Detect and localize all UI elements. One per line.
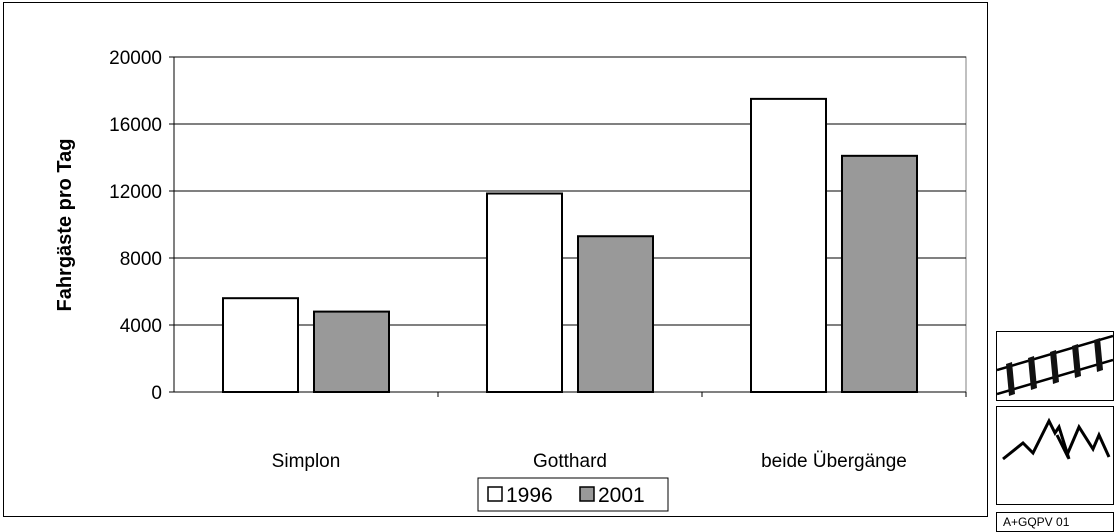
y-axis-label: Fahrgäste pro Tag: [54, 139, 76, 312]
y-tick-label: 20000: [109, 48, 162, 69]
bar-2001-0: [313, 310, 390, 394]
y-tick-label: 12000: [109, 182, 162, 203]
y-tick-label: 8000: [120, 249, 162, 270]
legend-label-2001: 2001: [598, 484, 645, 507]
legend: 1996 2001: [477, 477, 669, 512]
code-label: A+GQPV 01: [1003, 515, 1070, 529]
bar-1996-1: [486, 192, 563, 393]
rail-track-icon: [996, 334, 1114, 396]
legend-swatch-2001: [579, 486, 595, 502]
bar-2001-1: [577, 235, 654, 393]
bar-1996-0: [222, 297, 299, 394]
mountain-panel: [996, 406, 1114, 505]
y-tick-label: 16000: [109, 115, 162, 136]
mountains-icon: [1002, 417, 1111, 461]
y-tick-label: 4000: [120, 316, 162, 337]
code-label-box: A+GQPV 01: [996, 512, 1114, 532]
legend-swatch-1996: [487, 486, 503, 502]
rail-track-panel: [996, 331, 1114, 401]
legend-box: [477, 477, 669, 512]
bar-chart: 0 4000 8000 12000 16000 20000 Simplon Gotthard b…: [54, 48, 967, 512]
x-tick-label: Simplon: [272, 451, 341, 472]
y-tick-label: 0: [151, 383, 162, 404]
x-tick-label: Gotthard: [533, 451, 607, 472]
legend-label-1996: 1996: [506, 484, 553, 507]
bar-1996-2: [750, 97, 827, 393]
chart-frame: 0 4000 8000 12000 16000 20000 Simplon Gotthard b…: [3, 2, 988, 517]
bar-2001-2: [841, 154, 918, 393]
x-tick-label: beide Übergänge: [761, 451, 907, 472]
